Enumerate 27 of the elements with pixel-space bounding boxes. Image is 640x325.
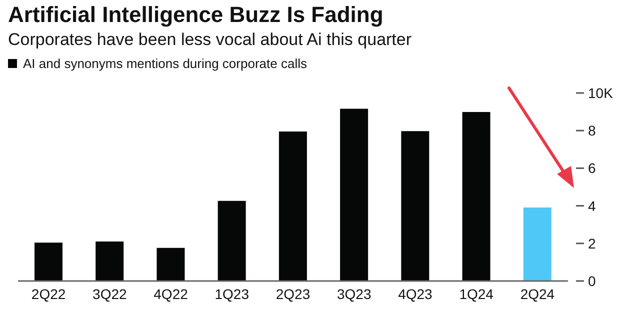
x-tick-label: 3Q23	[336, 286, 372, 302]
x-tick-label: 2Q24	[520, 286, 555, 302]
bar	[278, 132, 307, 281]
bar	[218, 200, 246, 281]
chart-title: Artificial Intelligence Buzz Is Fading	[8, 2, 384, 28]
bar	[401, 131, 430, 281]
legend-label: AI and synonyms mentions during corporate calls	[22, 56, 307, 71]
chart-subtitle: Corporates have been less vocal about Ai this quarter	[8, 30, 412, 50]
bar	[34, 242, 62, 281]
bar	[523, 207, 552, 281]
y-tick-label: 8	[588, 122, 596, 139]
y-tick-label: 6	[588, 160, 596, 176]
x-tick-label: 4Q23	[398, 286, 433, 302]
x-tick-label: 2Q23	[276, 286, 310, 302]
x-tick-label: 1Q24	[459, 286, 494, 302]
x-tick-label: 1Q23	[214, 286, 250, 302]
y-tick-label: 4	[588, 198, 596, 214]
bar	[462, 112, 490, 281]
bar	[96, 242, 124, 281]
y-tick-label: 0	[588, 273, 596, 289]
bar	[340, 108, 368, 281]
x-tick-label: 2Q22	[31, 286, 66, 302]
x-tick-label: 4Q22	[154, 286, 188, 302]
y-tick-label: 10K	[588, 85, 614, 101]
bar	[156, 248, 185, 281]
y-tick-label: 2	[588, 235, 596, 252]
x-tick-label: 3Q22	[92, 286, 128, 302]
